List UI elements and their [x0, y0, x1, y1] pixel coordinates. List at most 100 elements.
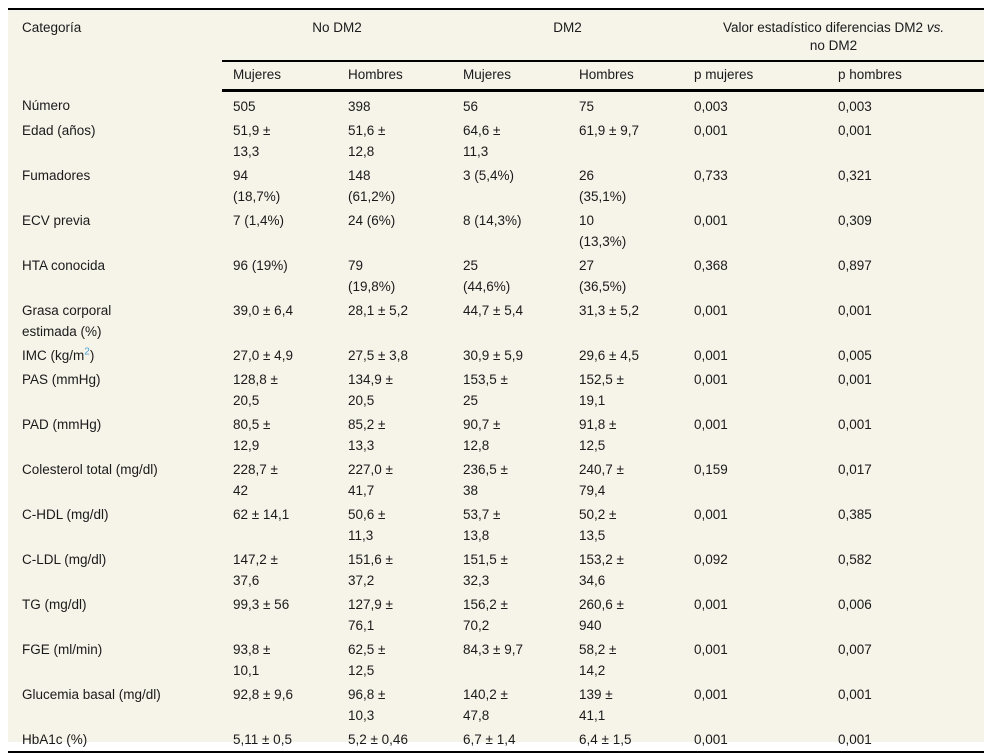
- sub-header-row: Mujeres Hombres Mujeres Hombres p mujere…: [8, 61, 984, 92]
- cell-p-hombres: 0,582: [838, 552, 872, 567]
- group-header-statistics-text2: no DM2: [809, 38, 858, 53]
- cell-dm2-hombres: 61,9 ± 9,7: [579, 123, 639, 138]
- table-row: Edad (años) 51,9 ± 13,3 51,6 ± 12,8 64,6…: [8, 118, 984, 163]
- cell-p-hombres: 0,005: [838, 348, 872, 363]
- row-label: PAS (mmHg): [22, 372, 101, 387]
- cell-no-dm2-mujeres: 147,2 ± 37,6: [233, 552, 278, 588]
- cell-p-mujeres: 0,001: [694, 417, 728, 432]
- cell-dm2-mujeres: 236,5 ± 38: [463, 462, 508, 498]
- cell-no-dm2-mujeres: 27,0 ± 4,9: [233, 348, 293, 363]
- row-label: ECV previa: [22, 213, 91, 228]
- cell-p-mujeres: 0,001: [694, 123, 728, 138]
- cell-no-dm2-hombres: 85,2 ± 13,3: [348, 417, 386, 453]
- cell-p-hombres: 0,001: [838, 687, 872, 702]
- cell-p-hombres: 0,001: [838, 123, 872, 138]
- cell-p-mujeres: 0,001: [694, 642, 728, 657]
- cell-no-dm2-hombres: 5,2 ± 0,46: [348, 732, 408, 747]
- cell-dm2-hombres: 75: [579, 99, 595, 114]
- cell-dm2-mujeres: 84,3 ± 9,7: [463, 642, 523, 657]
- column-header-dm2-hombres: Hombres: [568, 61, 684, 92]
- cell-dm2-mujeres: 156,2 ± 70,2: [463, 597, 508, 633]
- column-header-category: Categoría: [22, 20, 82, 35]
- cell-no-dm2-hombres: 96,8 ± 10,3: [348, 687, 386, 723]
- cell-dm2-hombres: 50,2 ± 13,5: [579, 507, 617, 543]
- group-header-statistics-text: Valor estadístico diferencias DM2: [722, 20, 924, 35]
- cell-dm2-mujeres: 53,7 ± 13,8: [463, 507, 501, 543]
- row-label: Glucemia basal (mg/dl): [22, 687, 161, 702]
- table-row: C-HDL (mg/dl) 62 ± 14,1 50,6 ± 11,3 53,7…: [8, 502, 984, 547]
- row-label: FGE (ml/min): [22, 642, 103, 657]
- table-body: Número 505 398 56 75 0,003 0,003 Edad (a…: [8, 91, 984, 753]
- imc-unit-superscript-link[interactable]: 2: [84, 346, 90, 358]
- table-row: FGE (ml/min) 93,8 ± 10,1 62,5 ± 12,5 84,…: [8, 637, 984, 682]
- row-label: PAD (mmHg): [22, 417, 102, 432]
- column-header-no-dm2-mujeres: Mujeres: [222, 61, 337, 92]
- table-row: Glucemia basal (mg/dl) 92,8 ± 9,6 96,8 ±…: [8, 682, 984, 727]
- cell-dm2-mujeres: 25 (44,6%): [463, 258, 511, 294]
- table-row: Colesterol total (mg/dl) 228,7 ± 42 227,…: [8, 457, 984, 502]
- cell-dm2-hombres: 31,3 ± 5,2: [579, 303, 639, 318]
- cell-p-mujeres: 0,001: [694, 372, 728, 387]
- cell-p-hombres: 0,001: [838, 732, 872, 747]
- cell-dm2-mujeres: 56: [463, 99, 479, 114]
- cell-p-hombres: 0,001: [838, 372, 872, 387]
- cell-no-dm2-mujeres: 62 ± 14,1: [233, 507, 290, 522]
- cell-p-mujeres: 0,001: [694, 348, 728, 363]
- cell-dm2-hombres: 29,6 ± 4,5: [579, 348, 639, 363]
- cell-p-hombres: 0,385: [838, 507, 872, 522]
- cell-dm2-hombres: 260,6 ± 940: [579, 597, 624, 633]
- cell-dm2-mujeres: 153,5 ± 25: [463, 372, 508, 408]
- cell-dm2-mujeres: 6,7 ± 1,4: [463, 732, 516, 747]
- cell-no-dm2-hombres: 151,6 ± 37,2: [348, 552, 393, 588]
- cell-p-hombres: 0,001: [838, 303, 872, 318]
- table-row: Fumadores 94 (18,7%) 148 (61,2%) 3 (5,4%…: [8, 163, 984, 208]
- cell-dm2-hombres: 26 (35,1%): [579, 168, 627, 204]
- table-row: PAD (mmHg) 80,5 ± 12,9 85,2 ± 13,3 90,7 …: [8, 412, 984, 457]
- cell-p-mujeres: 0,001: [694, 597, 728, 612]
- table-header: Categoría No DM2 DM2 Valor estadístico d…: [8, 9, 984, 92]
- row-label: IMC (kg/m2): [8, 343, 222, 367]
- cell-no-dm2-hombres: 79 (19,8%): [348, 258, 396, 294]
- cell-dm2-hombres: 153,2 ± 34,6: [579, 552, 624, 588]
- table-row: TG (mg/dl) 99,3 ± 56 127,9 ± 76,1 156,2 …: [8, 592, 984, 637]
- row-label: C-HDL (mg/dl): [22, 507, 109, 522]
- cell-p-hombres: 0,017: [838, 462, 872, 477]
- cell-no-dm2-hombres: 227,0 ± 41,7: [348, 462, 393, 498]
- table-row: IMC (kg/m2) 27,0 ± 4,9 27,5 ± 3,8 30,9 ±…: [8, 343, 984, 367]
- cell-dm2-mujeres: 140,2 ± 47,8: [463, 687, 508, 723]
- row-label: Grasa corporal estimada (%): [22, 303, 112, 339]
- column-header-dm2-mujeres: Mujeres: [452, 61, 569, 92]
- table-row: PAS (mmHg) 128,8 ± 20,5 134,9 ± 20,5 153…: [8, 367, 984, 412]
- row-label: Fumadores: [22, 168, 91, 183]
- cell-no-dm2-mujeres: 7 (1,4%): [233, 213, 285, 228]
- cell-p-hombres: 0,001: [838, 417, 872, 432]
- cell-p-hombres: 0,003: [838, 99, 872, 114]
- group-header-no-dm2: No DM2: [222, 9, 453, 62]
- column-header-p-hombres: p hombres: [827, 61, 984, 92]
- cell-dm2-hombres: 58,2 ± 14,2: [579, 642, 617, 678]
- cell-no-dm2-mujeres: 80,5 ± 12,9: [233, 417, 271, 453]
- cell-no-dm2-mujeres: 5,11 ± 0,5: [233, 732, 292, 747]
- cell-p-mujeres: 0,001: [694, 687, 728, 702]
- row-label: Edad (años): [22, 123, 96, 138]
- cell-no-dm2-mujeres: 99,3 ± 56: [233, 597, 290, 612]
- cell-no-dm2-mujeres: 128,8 ± 20,5: [233, 372, 278, 408]
- cell-p-mujeres: 0,733: [694, 168, 728, 183]
- table-row: HTA conocida 96 (19%) 79 (19,8%) 25 (44,…: [8, 253, 984, 298]
- table-row: HbA1c (%) 5,11 ± 0,5 5,2 ± 0,46 6,7 ± 1,…: [8, 727, 984, 752]
- row-label-text: IMC (kg/m: [22, 348, 85, 363]
- cell-no-dm2-hombres: 148 (61,2%): [348, 168, 396, 204]
- cell-p-mujeres: 0,001: [694, 213, 728, 228]
- cell-no-dm2-mujeres: 93,8 ± 10,1: [233, 642, 271, 678]
- cell-p-mujeres: 0,092: [694, 552, 728, 567]
- cell-p-mujeres: 0,001: [694, 507, 728, 522]
- cell-dm2-hombres: 6,4 ± 1,5: [579, 732, 632, 747]
- cell-no-dm2-hombres: 27,5 ± 3,8: [348, 348, 408, 363]
- cell-p-mujeres: 0,003: [694, 99, 728, 114]
- group-header-no-dm2-label: No DM2: [312, 20, 362, 35]
- cell-dm2-hombres: 240,7 ± 79,4: [579, 462, 624, 498]
- table-row: ECV previa 7 (1,4%) 24 (6%) 8 (14,3%) 10…: [8, 208, 984, 253]
- cell-p-mujeres: 0,001: [694, 732, 728, 747]
- cell-dm2-mujeres: 30,9 ± 5,9: [463, 348, 523, 363]
- cell-dm2-mujeres: 3 (5,4%): [463, 168, 515, 183]
